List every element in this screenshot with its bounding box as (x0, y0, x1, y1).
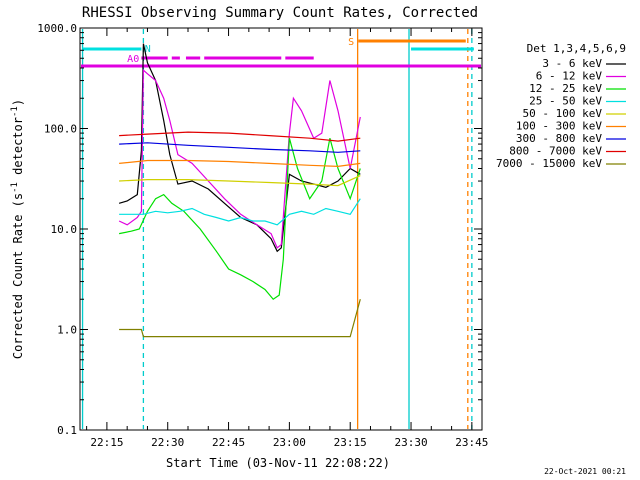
series-line-8 (119, 299, 361, 338)
x-tick-label-4: 23:15 (334, 436, 367, 449)
y-tick-label-3: 100.0 (44, 123, 77, 136)
series-line-1 (118, 68, 361, 249)
legend-entry-0: 3 - 6 keV (542, 57, 602, 70)
x-tick-label-5: 23:30 (394, 436, 427, 449)
axes: 0.1 1.0 10.0 100.0 1000.0 22:15 22:30 22:45 23:0… (37, 22, 488, 449)
observing-status-markers: A0 S N (81, 29, 481, 429)
x-tick-label-2: 22:45 (212, 436, 245, 449)
legend-entry-8: 7000 - 15000 keV (496, 157, 602, 170)
legend-entry-7: 800 - 7000 keV (509, 145, 602, 158)
series-lines (118, 43, 361, 338)
night-label: N (145, 44, 151, 55)
x-tick-label-6: 23:45 (455, 436, 488, 449)
saa-label: S (348, 37, 354, 48)
series-line-5 (119, 159, 361, 168)
legend-entry-6: 300 - 800 keV (516, 132, 602, 145)
series-line-4 (119, 175, 361, 187)
plot-area (79, 27, 483, 431)
series-line-3 (119, 198, 361, 226)
date-stamp: 22-Oct-2021 00:21 (544, 467, 626, 476)
series-line-2 (118, 138, 361, 301)
legend-entry-3: 25 - 50 keV (529, 95, 602, 108)
y-axis-label: Corrected Count Rate (s-1 detector-1) (10, 99, 25, 359)
legend-title: Det 1,3,4,5,6,9 (527, 42, 626, 55)
legend-entry-2: 12 - 25 keV (529, 82, 602, 95)
attenuator-label: A0 (127, 54, 139, 65)
x-tick-label-0: 22:15 (90, 436, 123, 449)
y-tick-label-0: 0.1 (57, 424, 77, 437)
legend-entry-1: 6 - 12 keV (536, 70, 603, 83)
y-tick-label-1: 1.0 (57, 324, 77, 337)
y-tick-label-2: 10.0 (51, 223, 78, 236)
x-tick-label-3: 23:00 (273, 436, 306, 449)
series-line-6 (119, 142, 361, 153)
series-line-7 (119, 131, 361, 142)
y-tick-label-4: 1000.0 (37, 22, 77, 35)
chart-title: RHESSI Observing Summary Count Rates, Co… (82, 5, 478, 21)
x-tick-label-1: 22:30 (151, 436, 184, 449)
legend-entry-4: 50 - 100 keV (523, 107, 603, 120)
x-axis-label: Start Time (03-Nov-11 22:08:22) (166, 456, 390, 470)
legend-entry-5: 100 - 300 keV (516, 120, 602, 133)
